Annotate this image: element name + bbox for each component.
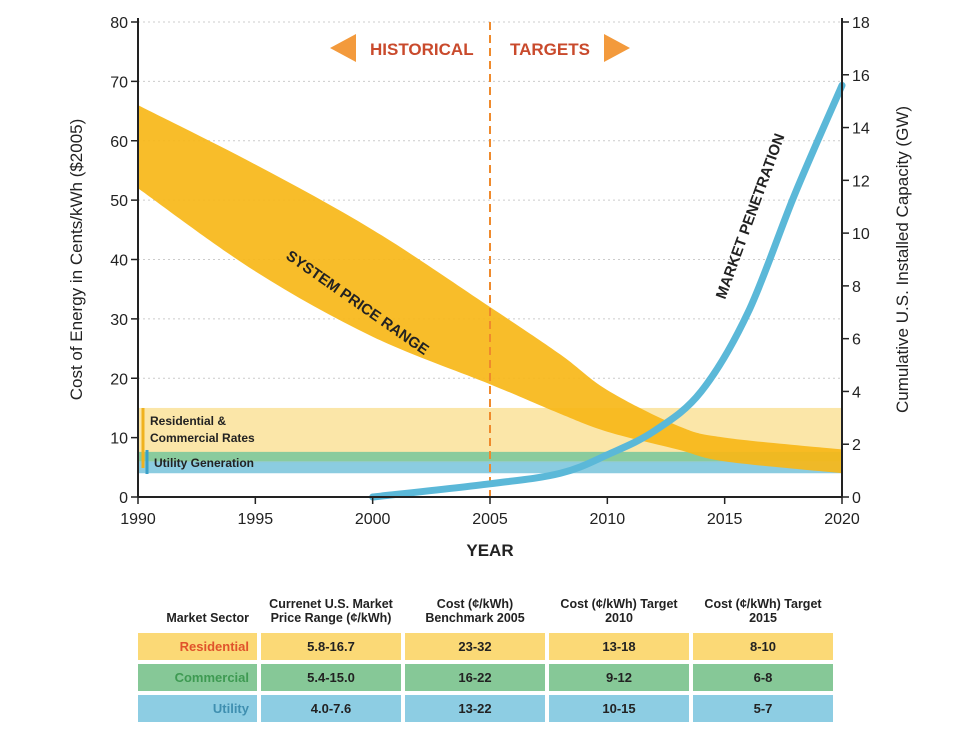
table-cell: 23-32 (405, 633, 545, 660)
y-tick-label: 70 (110, 74, 128, 91)
y-tick-label: 10 (110, 431, 128, 448)
y2-tick-label: 18 (852, 15, 870, 32)
table-header: Cost (¢/kWh) Target 2010 (560, 597, 678, 625)
table-cell: 5-7 (693, 695, 833, 722)
historical-label: HISTORICAL (370, 40, 474, 59)
y2-tick-label: 8 (852, 279, 861, 296)
targets-label: TARGETS (510, 40, 590, 59)
y2-tick-label: 14 (852, 121, 870, 138)
table-row: Residential 5.8-16.7 23-32 13-18 8-10 (138, 633, 833, 660)
x-tick-label: 1995 (238, 511, 274, 528)
curve-label: MARKET PENETRATION (713, 131, 789, 301)
y-tick-label: 50 (110, 193, 128, 210)
x-tick-label: 2000 (355, 511, 391, 528)
x-tick-label: 2005 (472, 511, 508, 528)
y2-tick-label: 6 (852, 332, 861, 349)
table-cell: 16-22 (405, 664, 545, 691)
x-tick-label: 2015 (707, 511, 743, 528)
y-tick-label: 80 (110, 15, 128, 32)
table-cell: 13-18 (549, 633, 689, 660)
sector-cell: Utility (138, 695, 257, 722)
table-header: Market Sector (166, 611, 249, 625)
y2-tick-label: 0 (852, 490, 861, 507)
market-penetration-curve (369, 81, 846, 501)
table-cell: 13-22 (405, 695, 545, 722)
rates-label-line2: Commercial Rates (150, 431, 255, 445)
right-arrow-icon (604, 34, 630, 62)
y-tick-label: 30 (110, 312, 128, 329)
table-header-row: Market Sector Currenet U.S. Market Price… (138, 586, 833, 629)
y2-tick-label: 10 (852, 226, 870, 243)
left-arrow-icon (330, 34, 356, 62)
y2-tick-label: 12 (852, 173, 870, 190)
y-tick-label: 40 (110, 253, 128, 270)
chart-svg: 0 10 20 30 40 50 60 70 80 0 2 4 6 8 10 12 14 16 18 1990 1995… (67, 15, 912, 560)
y-tick-label: 20 (110, 371, 128, 388)
table-cell: 10-15 (549, 695, 689, 722)
x-tick-label: 2010 (590, 511, 626, 528)
x-axis-title: YEAR (466, 541, 513, 560)
table-header: Cost (¢/kWh) Benchmark 2005 (425, 597, 525, 625)
table-cell: 4.0-7.6 (261, 695, 401, 722)
cost-table: Market Sector Currenet U.S. Market Price… (134, 582, 837, 726)
system-price-band (138, 105, 842, 474)
x-tick-label: 1990 (120, 511, 156, 528)
rates-label-line1: Residential & (150, 414, 226, 428)
table-row: Utility 4.0-7.6 13-22 10-15 5-7 (138, 695, 833, 722)
table-header: Cost (¢/kWh) Target 2015 (704, 597, 822, 625)
table-header: Currenet U.S. Market Price Range (¢/kWh) (269, 597, 393, 625)
table-cell: 8-10 (693, 633, 833, 660)
table-row: Commercial 5.4-15.0 16-22 9-12 6-8 (138, 664, 833, 691)
x-tick-label: 2020 (824, 511, 860, 528)
table-cell: 5.4-15.0 (261, 664, 401, 691)
sector-cell: Residential (138, 633, 257, 660)
y2-tick-label: 16 (852, 68, 870, 85)
table-cell: 5.8-16.7 (261, 633, 401, 660)
y2-tick-label: 4 (852, 384, 861, 401)
table-cell: 9-12 (549, 664, 689, 691)
y-axis-title: Cost of Energy in Cents/kWh ($2005) (67, 119, 86, 401)
y-tick-label: 60 (110, 134, 128, 151)
y2-tick-label: 2 (852, 437, 861, 454)
table-cell: 6-8 (693, 664, 833, 691)
utility-label: Utility Generation (154, 456, 254, 470)
y2-axis-title: Cumulative U.S. Installed Capacity (GW) (893, 106, 912, 413)
y-tick-label: 0 (119, 490, 128, 507)
sector-cell: Commercial (138, 664, 257, 691)
